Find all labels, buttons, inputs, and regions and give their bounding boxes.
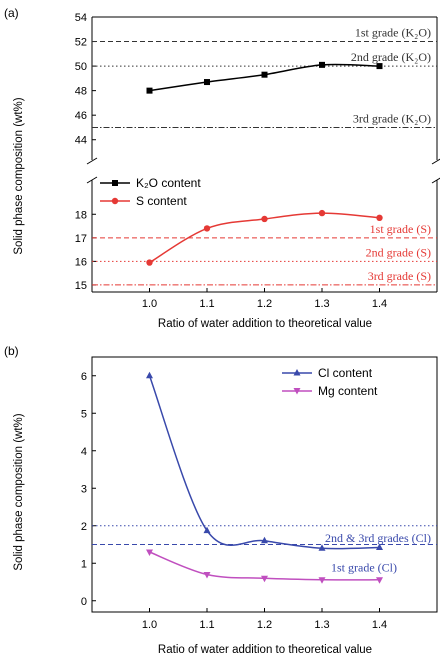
data-point xyxy=(146,549,153,556)
y-tick-label: 6 xyxy=(81,371,87,383)
legend-s-label: S content xyxy=(136,194,187,208)
legend-mg-label: Mg content xyxy=(318,384,378,398)
panel-a-legend: K₂O content S content xyxy=(100,176,201,208)
x-tick-label: 1.4 xyxy=(372,298,387,310)
series-line xyxy=(148,375,380,550)
legend-k2o-marker xyxy=(112,180,118,186)
y-tick-label: 18 xyxy=(75,209,87,221)
data-point xyxy=(204,79,210,86)
x-tick-label: 1.2 xyxy=(257,298,272,310)
y-tick-label: 1 xyxy=(81,558,87,570)
panel-a-plot: 44 46 48 50 52 54 15 16 17 18 1.0 1.1 1.2 1.3 1.4 1st g… xyxy=(75,12,440,310)
reference-line-label: 1st grade (K₂O) xyxy=(355,26,431,40)
legend-cl-marker xyxy=(293,369,301,376)
data-point xyxy=(261,575,268,583)
axis-break-mark xyxy=(431,177,440,184)
data-point xyxy=(318,544,326,551)
data-point xyxy=(203,526,211,534)
panel-b: (b) Solid phase composition (wt%) Ratio … xyxy=(4,344,438,656)
data-point xyxy=(376,214,383,221)
y-tick-label: 3 xyxy=(81,483,87,495)
x-tick-label: 1.3 xyxy=(314,298,329,310)
y-tick-label: 17 xyxy=(75,233,87,245)
panel-a-ylabel: Solid phase composition (wt%) xyxy=(13,97,25,254)
panel-b-legend: Cl content Mg content xyxy=(282,366,378,398)
panel-a-xlabel: Ratio of water addition to theoretical v… xyxy=(158,318,372,330)
y-tick-label: 2 xyxy=(81,521,87,533)
legend-k2o-label: K₂O content xyxy=(136,176,201,190)
panel-b-plot: 0 1 2 3 4 5 6 1.0 1.1 1.2 1.3 1.4 2nd & 3rd grades (… xyxy=(81,356,438,631)
panel-a-label: (a) xyxy=(4,6,19,20)
y-tick-label: 46 xyxy=(75,110,87,122)
data-point xyxy=(261,536,268,544)
y-tick-label: 48 xyxy=(75,86,87,98)
y-tick-label: 44 xyxy=(75,135,87,147)
legend-mg-marker xyxy=(293,388,301,395)
data-point xyxy=(203,225,211,232)
y-tick-label: 15 xyxy=(75,280,87,292)
x-tick-label: 1.0 xyxy=(142,298,157,310)
y-tick-label: 5 xyxy=(81,408,87,420)
y-tick-label: 54 xyxy=(75,12,87,24)
data-point xyxy=(376,577,383,584)
axis-break-mark xyxy=(86,157,98,165)
reference-line-label: 1st grade (Cl) xyxy=(331,561,397,575)
data-point xyxy=(203,572,211,579)
panel-b-xlabel: Ratio of water addition to theoretical v… xyxy=(158,644,372,656)
data-point xyxy=(146,259,153,266)
panel-a: (a) Solid phase composition (wt%) Ratio … xyxy=(4,6,440,330)
x-tick-label: 1.4 xyxy=(372,619,387,631)
x-tick-label: 1.0 xyxy=(142,619,157,631)
reference-line-label: 3rd grade (S) xyxy=(368,269,431,283)
legend-s-marker xyxy=(111,197,119,205)
axis-break-mark xyxy=(431,158,440,165)
data-point xyxy=(261,71,268,78)
reference-line-label: 2nd grade (S) xyxy=(366,245,431,259)
panel-b-label: (b) xyxy=(4,344,19,358)
y-tick-label: 16 xyxy=(75,256,87,268)
axis-break-mark xyxy=(86,176,98,184)
data-point xyxy=(376,543,383,550)
x-tick-label: 1.2 xyxy=(257,619,272,631)
panel-b-ylabel: Solid phase composition (wt%) xyxy=(13,413,25,570)
y-tick-label: 52 xyxy=(75,37,87,49)
data-point xyxy=(319,61,325,68)
reference-line-label: 3rd grade (K₂O) xyxy=(353,111,431,125)
reference-line-label: 2nd & 3rd grades (Cl) xyxy=(325,531,431,545)
legend-cl-label: Cl content xyxy=(318,366,373,380)
data-point xyxy=(146,87,153,94)
y-tick-label: 50 xyxy=(75,61,87,73)
x-tick-label: 1.3 xyxy=(314,619,329,631)
y-tick-label: 4 xyxy=(81,446,87,458)
data-point xyxy=(376,63,383,70)
x-tick-label: 1.1 xyxy=(199,298,214,310)
x-tick-label: 1.1 xyxy=(199,619,214,631)
data-point xyxy=(261,215,268,223)
data-point xyxy=(146,371,153,379)
data-point xyxy=(318,209,326,217)
y-tick-label: 0 xyxy=(81,596,87,608)
data-point xyxy=(318,577,326,584)
reference-line-label: 2nd grade (K₂O) xyxy=(351,50,431,64)
reference-line-label: 1st grade (S) xyxy=(370,222,431,236)
